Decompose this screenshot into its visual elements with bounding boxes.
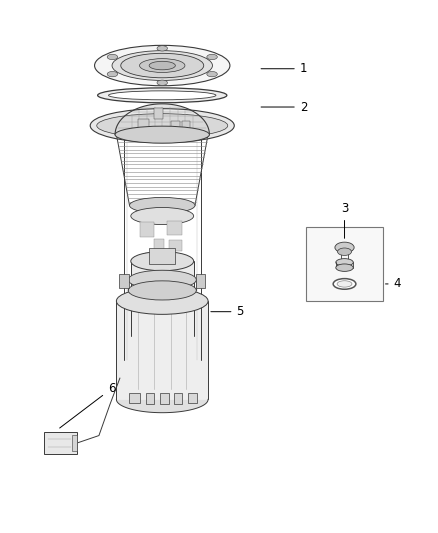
Bar: [306, 227, 383, 301]
Bar: [171, 121, 180, 131]
Bar: [182, 122, 190, 130]
Text: 4: 4: [385, 278, 401, 290]
Ellipse shape: [98, 88, 227, 103]
Bar: [149, 248, 175, 264]
Text: 2: 2: [261, 101, 307, 114]
Polygon shape: [117, 301, 208, 399]
Ellipse shape: [107, 54, 118, 60]
Ellipse shape: [157, 80, 167, 85]
Text: 1: 1: [261, 62, 307, 75]
Bar: [187, 393, 197, 403]
Ellipse shape: [207, 54, 217, 60]
Polygon shape: [131, 261, 194, 336]
Bar: [160, 393, 169, 405]
Ellipse shape: [128, 281, 196, 300]
Ellipse shape: [117, 288, 208, 314]
Polygon shape: [115, 104, 209, 135]
Bar: [169, 240, 182, 251]
Bar: [146, 393, 153, 405]
Bar: [153, 108, 163, 119]
Ellipse shape: [109, 91, 216, 100]
Ellipse shape: [121, 53, 204, 78]
Bar: [145, 253, 153, 262]
Ellipse shape: [107, 71, 118, 77]
Ellipse shape: [333, 279, 356, 289]
Ellipse shape: [140, 59, 185, 72]
Text: 5: 5: [211, 305, 244, 318]
Bar: [166, 221, 182, 235]
Ellipse shape: [336, 264, 353, 271]
Text: 3: 3: [341, 202, 348, 238]
Bar: [130, 393, 141, 403]
Bar: [141, 222, 153, 237]
Ellipse shape: [97, 114, 228, 138]
Polygon shape: [117, 399, 208, 413]
Ellipse shape: [336, 259, 353, 266]
Bar: [138, 119, 149, 131]
Polygon shape: [44, 432, 77, 454]
Ellipse shape: [207, 71, 217, 77]
Ellipse shape: [157, 46, 167, 51]
Bar: [72, 435, 77, 451]
Bar: [153, 239, 164, 251]
Ellipse shape: [131, 207, 194, 224]
Ellipse shape: [131, 252, 194, 271]
Bar: [174, 393, 182, 405]
Ellipse shape: [115, 126, 209, 143]
Ellipse shape: [335, 242, 354, 253]
Ellipse shape: [149, 61, 175, 70]
Bar: [196, 274, 205, 288]
Ellipse shape: [112, 51, 212, 80]
Ellipse shape: [338, 248, 352, 255]
Ellipse shape: [95, 45, 230, 86]
Ellipse shape: [130, 197, 195, 213]
Ellipse shape: [337, 281, 352, 287]
Ellipse shape: [90, 109, 234, 143]
Ellipse shape: [128, 270, 196, 289]
Bar: [119, 274, 129, 288]
Text: 6: 6: [60, 382, 115, 428]
